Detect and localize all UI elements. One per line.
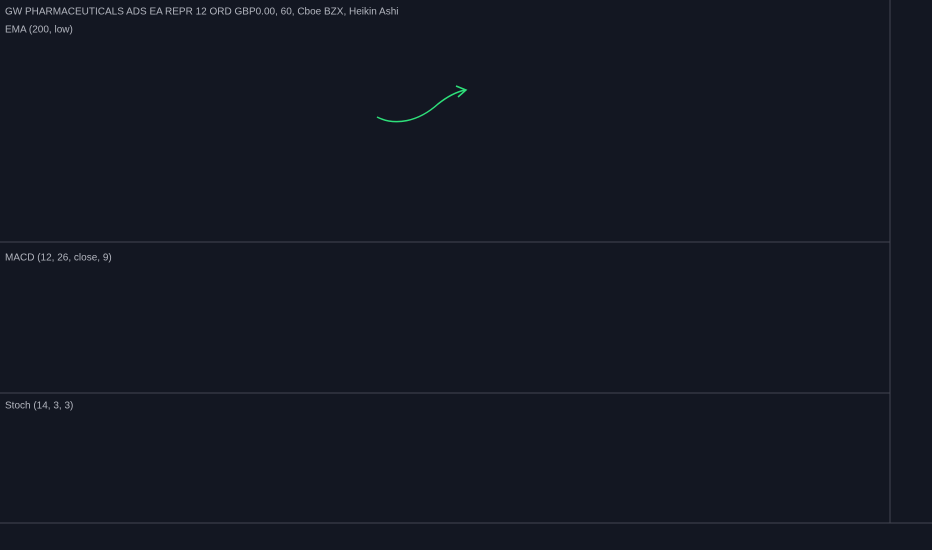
stoch-title: Stoch (14, 3, 3) [5,401,73,412]
drawing-arrowhead [455,85,468,98]
text-layer: GW PHARMACEUTICALS ADS EA REPR 12 ORD GB… [5,7,398,412]
chart-title: GW PHARMACEUTICALS ADS EA REPR 12 ORD GB… [5,7,398,18]
macd-title: MACD (12, 26, close, 9) [5,253,112,264]
drawing-arrow [376,89,466,123]
indicator-title: EMA (200, low) [5,25,73,36]
